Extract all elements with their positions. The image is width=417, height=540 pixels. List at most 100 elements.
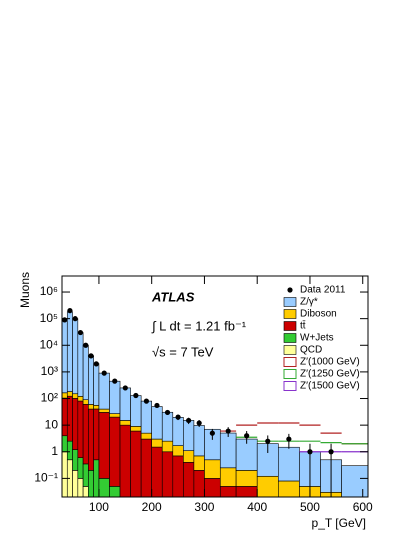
- data-point: [286, 436, 292, 442]
- y-tick-label: 10: [45, 417, 59, 431]
- data-point: [122, 385, 128, 391]
- histogram-bar: [66, 311, 73, 392]
- histogram-bar: [109, 416, 121, 487]
- data-point: [164, 409, 171, 416]
- data-point: [83, 342, 89, 348]
- data-point: [72, 316, 78, 322]
- x-tick-label: 400: [247, 500, 267, 514]
- histogram-bar: [193, 425, 205, 457]
- histogram-bar: [119, 424, 131, 497]
- y-tick-label: 10⁵: [40, 311, 58, 325]
- histogram-bar: [88, 355, 94, 405]
- histogram-bar: [72, 393, 79, 399]
- histogram-bar: [235, 438, 258, 471]
- histogram-bar: [62, 451, 68, 497]
- legend-label: Diboson: [300, 309, 337, 320]
- legend-swatch: [283, 357, 297, 367]
- histogram-bar: [183, 420, 195, 451]
- histogram-bar: [172, 455, 184, 497]
- histogram-bar: [204, 478, 221, 497]
- y-tick-label: 1: [51, 444, 58, 458]
- data-point: [225, 428, 231, 434]
- histogram-bar: [82, 399, 89, 405]
- histogram-bar: [140, 438, 152, 497]
- x-tick-label: 500: [300, 500, 320, 514]
- x-tick-label: 600: [353, 500, 373, 514]
- legend-label: Data 2011: [300, 285, 346, 296]
- histogram-bar: [161, 411, 174, 442]
- legend-swatch: [283, 321, 297, 331]
- histogram-bar: [151, 406, 163, 440]
- y-axis-label: Muons: [18, 272, 32, 308]
- histogram-bar: [140, 432, 152, 440]
- histogram-bar: [183, 462, 195, 497]
- histogram-bar: [140, 400, 152, 434]
- histogram-bar: [93, 408, 100, 461]
- histogram-bar: [204, 459, 221, 479]
- histogram-bar: [77, 400, 84, 458]
- histogram-bar: [66, 459, 73, 497]
- legend-label: tt̄: [300, 319, 306, 331]
- legend-swatch: [283, 369, 297, 379]
- data-point: [265, 438, 271, 444]
- legend-label: Z′(1250 GeV): [300, 369, 360, 380]
- histogram-bar: [219, 432, 237, 469]
- data-point: [93, 361, 99, 367]
- histogram-bar: [82, 404, 89, 465]
- y-tick-label: 10⁴: [39, 337, 58, 351]
- histogram-bar: [161, 451, 174, 497]
- data-point: [328, 449, 334, 455]
- histogram-bar: [82, 463, 89, 487]
- legend-label: Z/γ*: [300, 297, 318, 308]
- histogram-bar: [256, 475, 279, 497]
- histogram-bar: [119, 387, 131, 421]
- histogram-bar: [130, 430, 142, 497]
- histogram-bar: [278, 446, 300, 482]
- data-point: [88, 353, 94, 359]
- data-point: [77, 329, 84, 336]
- frame: [61, 275, 369, 498]
- data-point: [175, 414, 181, 420]
- plot-area: [62, 308, 368, 497]
- legend-label: Z′(1500 GeV): [300, 381, 360, 392]
- data-point: [154, 402, 160, 409]
- histogram-bar: [88, 408, 94, 471]
- data-point: [196, 420, 202, 426]
- histogram-bar: [278, 480, 300, 497]
- data-point: [62, 317, 68, 323]
- histogram-bar: [98, 408, 110, 413]
- histogram-bar: [82, 486, 89, 497]
- histogram-bar: [130, 395, 142, 427]
- histogram-bar: [77, 396, 84, 402]
- histogram-bar: [109, 486, 121, 497]
- histogram-bar: [172, 445, 184, 457]
- data-point: [307, 449, 313, 455]
- histogram-bar: [235, 470, 258, 487]
- legend-swatch: [283, 345, 297, 355]
- histogram-bar: [109, 380, 121, 414]
- energy: √s = 7 TeV: [152, 344, 214, 359]
- histogram-bar: [93, 363, 100, 406]
- histogram-bar: [219, 486, 237, 497]
- experiment: ATLAS: [151, 289, 195, 304]
- histogram-bar: [93, 405, 100, 410]
- y-tick-label: 10⁶: [40, 284, 58, 298]
- legend-marker: [287, 287, 293, 293]
- legend-label: W+Jets: [300, 333, 334, 344]
- data-point: [112, 378, 118, 384]
- histogram-bar: [72, 449, 79, 471]
- histogram-bar: [151, 446, 163, 497]
- histogram-bar: [72, 318, 79, 395]
- histogram-bar: [172, 417, 184, 446]
- histogram-bar: [62, 320, 68, 394]
- histogram-bar: [77, 478, 84, 497]
- histogram-bar: [62, 435, 68, 453]
- histogram-bar: [77, 332, 84, 397]
- data-point: [67, 308, 73, 314]
- histogram-bar: [130, 426, 142, 432]
- histogram-bar: [77, 457, 84, 479]
- histogram-bar: [151, 438, 163, 448]
- data-point: [186, 417, 192, 424]
- data-point: [101, 370, 107, 376]
